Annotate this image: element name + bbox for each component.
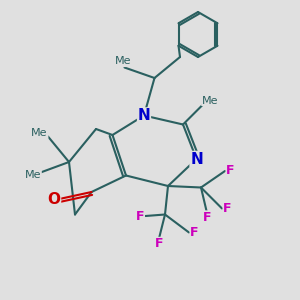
- Text: F: F: [223, 202, 232, 215]
- Text: O: O: [47, 192, 61, 207]
- Text: F: F: [226, 164, 235, 178]
- Text: Me: Me: [202, 95, 218, 106]
- Text: Me: Me: [25, 170, 41, 181]
- Text: F: F: [155, 237, 163, 250]
- Text: F: F: [203, 211, 211, 224]
- Text: F: F: [136, 209, 144, 223]
- Text: F: F: [190, 226, 199, 239]
- Text: Me: Me: [32, 128, 48, 139]
- Text: N: N: [190, 152, 203, 166]
- Text: N: N: [138, 108, 150, 123]
- Text: Me: Me: [115, 56, 131, 67]
